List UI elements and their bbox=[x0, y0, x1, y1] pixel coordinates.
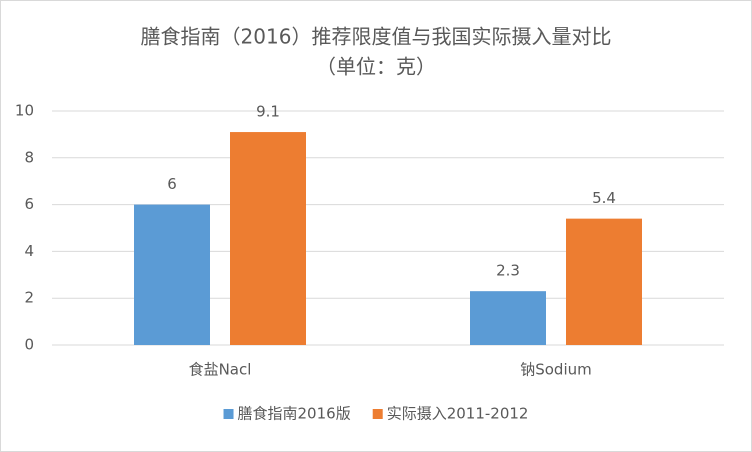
y-tick-label: 2 bbox=[24, 289, 34, 307]
bar bbox=[230, 132, 306, 345]
x-tick-label: 钠Sodium bbox=[520, 361, 592, 379]
chart-title: 膳食指南（2016）推荐限度值与我国实际摄入量对比 bbox=[141, 25, 612, 49]
x-tick-label: 食盐Nacl bbox=[189, 361, 252, 379]
chart-subtitle: （单位：克） bbox=[316, 55, 436, 79]
legend-swatch bbox=[223, 409, 234, 419]
data-label: 9.1 bbox=[256, 103, 280, 121]
y-tick-label: 0 bbox=[24, 336, 34, 354]
bar bbox=[134, 204, 210, 345]
y-tick-label: 6 bbox=[24, 195, 34, 213]
data-label: 2.3 bbox=[496, 262, 520, 280]
bar bbox=[470, 291, 546, 345]
bar bbox=[566, 218, 642, 345]
y-tick-label: 4 bbox=[24, 242, 34, 260]
y-tick-label: 8 bbox=[24, 148, 34, 166]
data-label: 6 bbox=[167, 175, 177, 193]
legend-label: 膳食指南2016版 bbox=[238, 405, 351, 423]
legend-label: 实际摄入2011-2012 bbox=[387, 405, 529, 423]
legend-swatch bbox=[372, 409, 383, 419]
y-tick-label: 10 bbox=[15, 102, 34, 120]
data-label: 5.4 bbox=[592, 189, 616, 207]
